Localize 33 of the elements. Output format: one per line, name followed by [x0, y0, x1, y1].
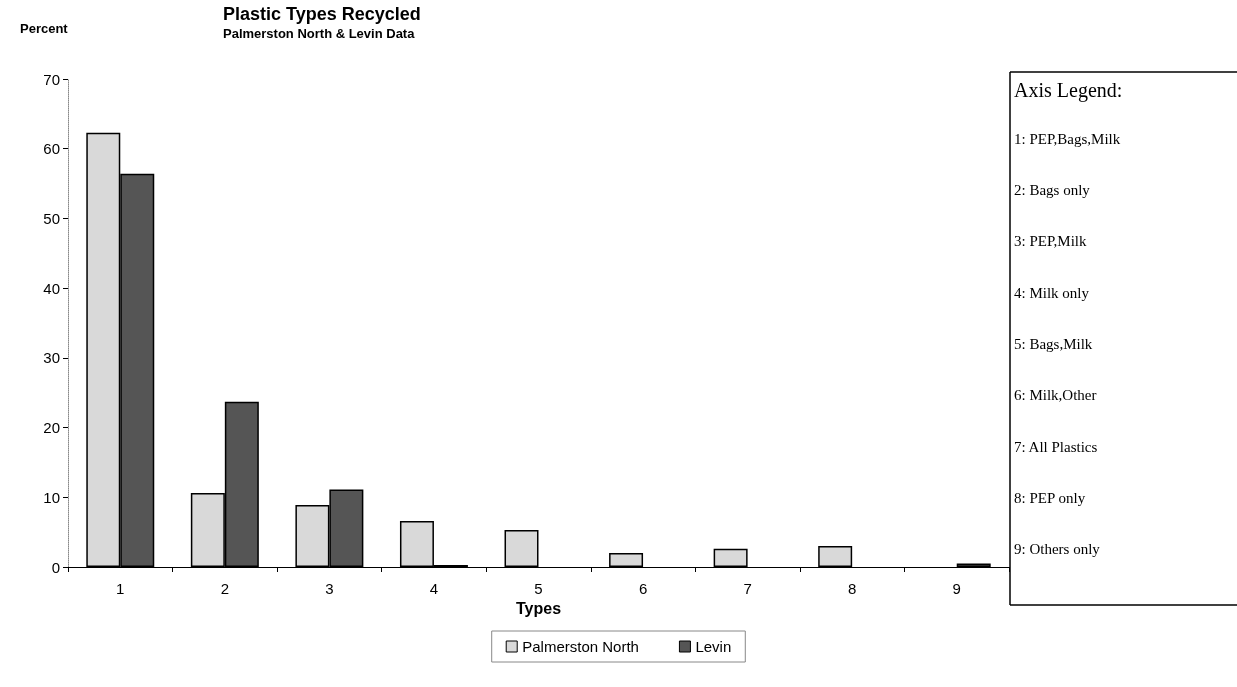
- text: 2: Bags only: [1014, 182, 1091, 199]
- x-tick-label: 3: [325, 580, 334, 597]
- y-axis-title: Percent: [20, 21, 69, 36]
- text: 5: Bags,Milk: [1014, 336, 1093, 352]
- x-tick-label: 1: [116, 580, 125, 597]
- text: 7: All Plastics: [1014, 438, 1098, 455]
- y-tick-label: 10: [43, 488, 60, 506]
- y-tick-label: 70: [43, 70, 60, 88]
- text: 9: Others only: [1014, 541, 1101, 558]
- text: 4: Milk only: [1014, 284, 1090, 301]
- text: 3: PEP,Milk: [1014, 233, 1088, 250]
- legend-label: Palmerston North: [522, 638, 639, 655]
- text: 8: PEP only: [1014, 489, 1086, 506]
- y-tick-label: 50: [43, 209, 60, 227]
- x-axis-title: Types: [515, 600, 562, 618]
- x-tick-label: 5: [534, 580, 543, 597]
- y-tick-label: 0: [51, 558, 60, 576]
- y-tick-label: 40: [43, 279, 60, 297]
- x-tick-label: 8: [847, 580, 857, 597]
- y-tick-label: 20: [43, 419, 60, 437]
- text: 1: PEP,Bags,Milk: [1014, 130, 1121, 147]
- text: 6: Milk,Other: [1014, 387, 1097, 404]
- x-tick-label: 2: [220, 580, 230, 597]
- x-tick-label: 6: [638, 580, 648, 597]
- chart-subtitle: Palmerston North & Levin Data: [223, 26, 416, 41]
- x-tick-label: 4: [429, 580, 439, 597]
- text: Axis Legend:: [1014, 79, 1123, 102]
- legend-label: Levin: [695, 638, 732, 655]
- x-tick-label: 9: [952, 580, 961, 597]
- chart-title: Plastic Types Recycled: [223, 4, 421, 24]
- x-tick-label: 7: [743, 580, 752, 597]
- y-tick-label: 30: [43, 349, 60, 367]
- y-tick-label: 60: [43, 140, 60, 158]
